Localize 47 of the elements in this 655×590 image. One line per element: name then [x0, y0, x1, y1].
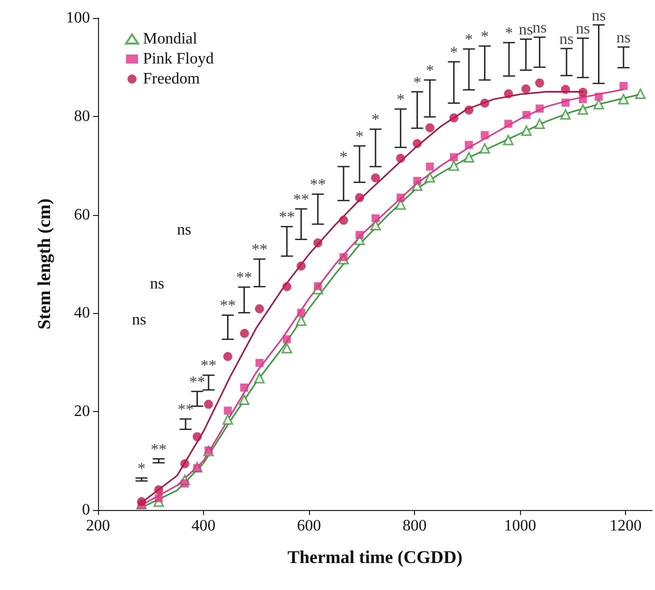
- annotation: ns: [616, 30, 631, 47]
- x-tick-label: 600: [297, 518, 322, 534]
- annotation: *: [372, 112, 380, 129]
- annotation: *: [480, 28, 489, 46]
- annotation: ns: [559, 31, 574, 48]
- y-tick-label: 80: [74, 108, 90, 125]
- annotation: **: [236, 270, 252, 287]
- annotation: ns: [132, 312, 146, 328]
- y-tick-label: 0: [82, 502, 90, 518]
- annotation: ns: [592, 7, 606, 24]
- annotation: *: [340, 149, 348, 166]
- annotation: **: [200, 358, 217, 375]
- y-tick-label: 60: [74, 206, 90, 224]
- annotation: **: [293, 191, 310, 208]
- annotation: **: [178, 401, 194, 418]
- annotation: *: [426, 62, 434, 80]
- annotation: **: [150, 441, 167, 458]
- annotation: **: [189, 374, 206, 391]
- annotation: ns: [576, 20, 590, 38]
- x-tick-label: 800: [402, 518, 427, 534]
- legend-label: Mondial: [143, 30, 198, 48]
- annotation: ns: [177, 222, 192, 238]
- y-tick-label: 20: [74, 403, 90, 420]
- annotation: *: [450, 44, 458, 62]
- annotation: *: [396, 92, 405, 109]
- annotation: ns: [150, 276, 164, 292]
- annotation: *: [413, 74, 422, 92]
- x-tick-label: 400: [192, 518, 216, 534]
- legend-label: Pink Floyd: [143, 50, 214, 68]
- x-tick-label: 200: [86, 518, 110, 534]
- annotation: *: [138, 460, 146, 478]
- x-axis-title: Thermal time (CGDD): [288, 547, 462, 567]
- annotation: **: [278, 209, 295, 226]
- annotation: *: [505, 25, 514, 42]
- annotation: **: [220, 298, 236, 315]
- annotation: *: [464, 31, 473, 48]
- annotation: ns: [532, 20, 547, 37]
- x-tick-label: 1200: [610, 518, 642, 534]
- y-tick-label: 40: [74, 304, 90, 322]
- annotation: **: [310, 176, 326, 194]
- annotation: ns: [518, 22, 534, 39]
- y-axis-title: Stem length (cm): [34, 198, 54, 330]
- annotation: *: [356, 128, 364, 146]
- y-tick-label: 100: [66, 10, 90, 26]
- x-tick-label: 1000: [504, 518, 536, 534]
- annotation: **: [251, 242, 268, 259]
- legend-label: Freedom: [143, 70, 200, 88]
